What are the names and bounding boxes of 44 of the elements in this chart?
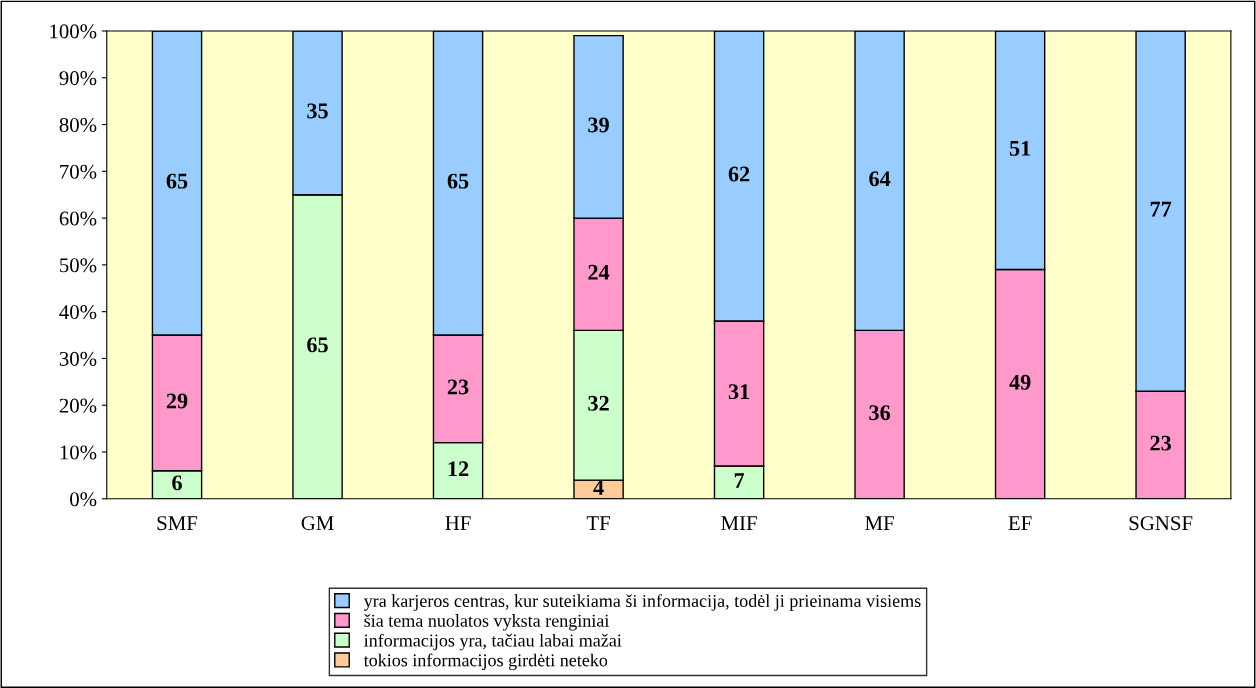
data-label: 24 bbox=[588, 264, 610, 280]
data-label: 65 bbox=[447, 173, 469, 189]
data-label: 62 bbox=[728, 166, 750, 182]
data-label: 32 bbox=[588, 395, 609, 411]
data-label: 51 bbox=[1009, 140, 1031, 156]
data-label: 12 bbox=[448, 461, 469, 477]
legend-label: šia tema nuolatos vyksta renginiai bbox=[364, 614, 610, 631]
x-tick-label: EF bbox=[1008, 516, 1032, 530]
data-label: 4 bbox=[593, 480, 604, 495]
y-tick-label: 90% bbox=[59, 71, 97, 86]
legend-label: tokios informacijos girdėti neteko bbox=[363, 653, 608, 671]
x-tick-label: SGNSF bbox=[1129, 516, 1193, 531]
x-tick-label: SMF bbox=[157, 516, 198, 531]
data-label: 64 bbox=[869, 171, 891, 187]
data-label: 23 bbox=[1150, 435, 1171, 451]
data-label: 65 bbox=[307, 337, 328, 353]
y-tick-label: 10% bbox=[60, 445, 97, 460]
y-tick-label: 20% bbox=[59, 398, 97, 413]
x-tick-label: HF bbox=[445, 516, 471, 530]
data-label: 39 bbox=[588, 117, 609, 133]
y-tick-label: 70% bbox=[60, 164, 97, 179]
x-tick-label: TF bbox=[586, 516, 610, 530]
data-label: 65 bbox=[166, 173, 188, 189]
y-tick-label: 100% bbox=[50, 24, 97, 39]
data-label: 49 bbox=[1009, 374, 1031, 390]
data-label: 35 bbox=[307, 103, 328, 119]
y-tick-label: 0% bbox=[70, 492, 97, 507]
x-tick-label: GM bbox=[301, 516, 334, 531]
y-tick-label: 50% bbox=[60, 258, 97, 273]
y-tick-label: 60% bbox=[59, 211, 97, 226]
data-label: 77 bbox=[1150, 201, 1172, 217]
data-label: 7 bbox=[734, 473, 745, 488]
data-label: 23 bbox=[447, 379, 469, 395]
data-label: 6 bbox=[172, 475, 182, 491]
x-tick-label: MF bbox=[865, 516, 894, 530]
y-tick-label: 80% bbox=[59, 117, 97, 133]
legend-label: informacijos yra, tačiau labai mažai bbox=[364, 633, 622, 651]
data-label: 29 bbox=[166, 393, 188, 409]
data-label: 31 bbox=[728, 384, 750, 400]
legend-label: yra karjeros centras, kur suteikiama ši informacija, todėl ji prieinama visiems bbox=[363, 594, 921, 611]
y-tick-label: 30% bbox=[59, 351, 97, 366]
y-tick-label: 40% bbox=[59, 305, 97, 320]
x-tick-label: MIF bbox=[721, 516, 757, 530]
data-label: 36 bbox=[869, 405, 891, 421]
